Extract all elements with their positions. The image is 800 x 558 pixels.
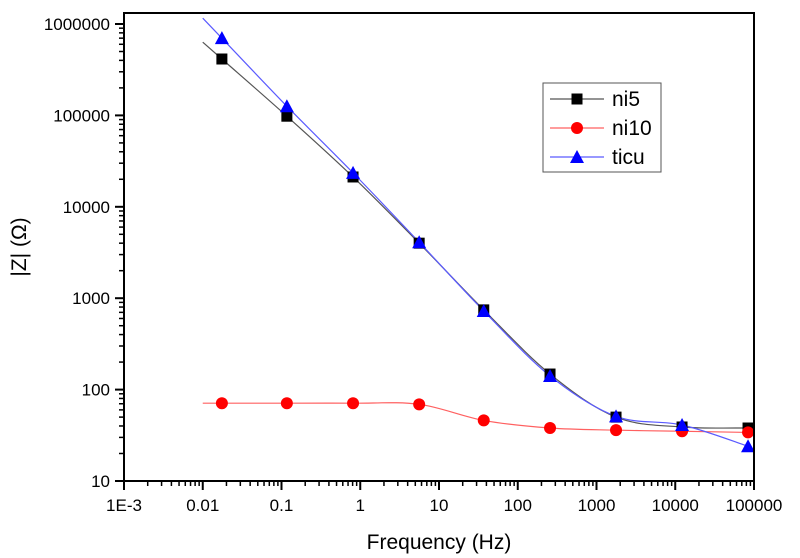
x-tick-label: 1 (356, 496, 365, 515)
legend-item-ticu: ticu (550, 146, 645, 169)
y-tick-label: 10000 (63, 198, 110, 217)
series-line-ticu (202, 17, 749, 447)
fit-curves (202, 17, 749, 447)
data-point-ticu (675, 417, 690, 431)
data-point-ni10 (215, 397, 228, 410)
data-point-ticu (279, 99, 294, 113)
data-point-ticu (741, 439, 756, 453)
x-tick-label: 0.01 (186, 496, 219, 515)
legend-marker-square (571, 93, 583, 105)
data-point-ni10 (413, 398, 426, 411)
data-point-ticu (609, 409, 624, 423)
data-point-ni10 (347, 397, 360, 410)
y-tick-label: 100 (82, 381, 110, 400)
legend: ni5 ni10 ticu (542, 82, 662, 173)
data-point-ticu (412, 235, 427, 249)
legend-item-ni10: ni10 (550, 117, 652, 140)
x-tick-label: 10000 (652, 496, 699, 515)
legend-label: ticu (612, 146, 645, 169)
data-point-ticu (346, 165, 361, 179)
x-tick-label: 100000 (726, 496, 783, 515)
x-tick-label: 0.1 (270, 496, 294, 515)
axes: 1E-3 0.01 0.1 1 10 100 1000 10000 100000 10 100 100… (44, 15, 783, 515)
series-line-ni10 (202, 402, 749, 434)
x-tick-label: 100 (504, 496, 532, 515)
y-tick-label: 10 (91, 472, 110, 491)
data-markers (214, 31, 756, 453)
data-point-ni10 (477, 414, 490, 427)
legend-marker-triangle (570, 150, 584, 163)
y-tick-label: 1000 (72, 289, 110, 308)
data-point-ni10 (610, 424, 623, 437)
data-point-ni5 (281, 110, 293, 122)
legend-item-ni5: ni5 (550, 88, 640, 111)
data-point-ni10 (742, 426, 755, 439)
x-tick-label: 10 (430, 496, 449, 515)
x-axis-title: Frequency (Hz) (367, 531, 512, 554)
data-point-ni5 (216, 53, 228, 65)
data-point-ticu (214, 31, 229, 45)
x-tick-label: 1E-3 (106, 496, 142, 515)
y-axis-title: |Z| (Ω) (8, 217, 31, 276)
data-point-ticu (476, 303, 491, 317)
plot-frame (123, 12, 755, 482)
legend-label: ni5 (612, 88, 640, 111)
y-tick-label: 100000 (53, 106, 110, 125)
data-point-ni10 (544, 422, 557, 435)
data-point-ni10 (280, 397, 293, 410)
legend-label: ni10 (612, 117, 652, 140)
y-tick-label: 1000000 (44, 15, 110, 34)
data-point-ticu (543, 368, 558, 382)
legend-marker-circle (571, 122, 583, 134)
series-line-ni5 (202, 41, 749, 429)
x-tick-label: 1000 (578, 496, 616, 515)
